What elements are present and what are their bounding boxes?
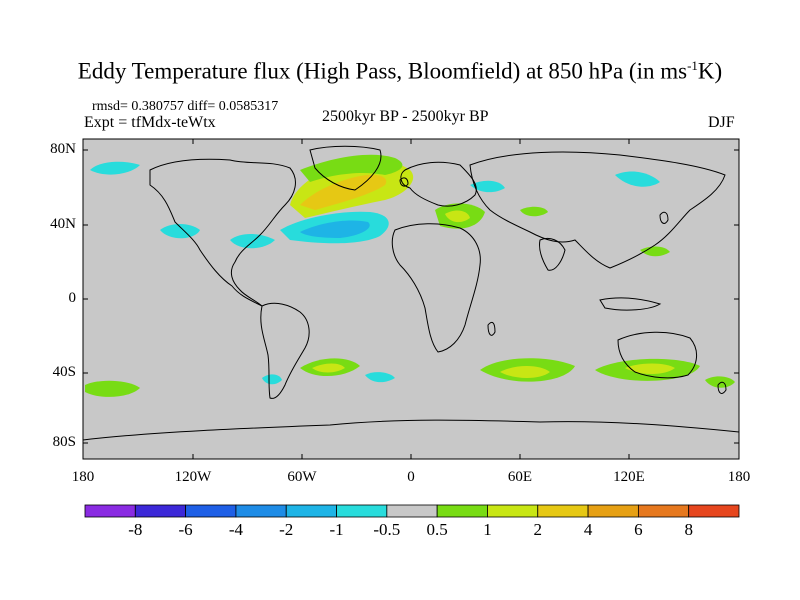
colorbar-label: 8: [684, 520, 693, 539]
greenland-coast: [309, 145, 382, 191]
asia-coast: [469, 151, 726, 269]
colorbar-label: -2: [279, 520, 294, 539]
british-isles-coast: [399, 177, 409, 187]
pacific-negative-patch: [160, 224, 200, 239]
australia-coast: [617, 331, 697, 379]
colorbar-label: -6: [178, 520, 193, 539]
lat-label: 40S: [52, 364, 76, 380]
lon-label: 60W: [287, 469, 317, 485]
colorbar-swatch: [487, 504, 539, 518]
eurasia-negative: [470, 180, 505, 193]
colorbar-swatch: [688, 504, 740, 518]
siberia-negative: [615, 171, 660, 187]
south-pacific-positive: [85, 380, 140, 397]
colorbar-label: 4: [583, 520, 593, 539]
north-atlantic-strong-negative-anomaly: [300, 220, 370, 238]
colorbar-label: -4: [228, 520, 243, 539]
south-atlantic-negative: [365, 372, 395, 383]
antarctica-coast: [82, 419, 740, 441]
lat-label: 40N: [50, 216, 76, 232]
lon-label: 180: [71, 469, 95, 485]
experiment-label: Expt = tfMdx-teWtx: [84, 114, 216, 131]
colorbar-swatch: [537, 504, 589, 518]
stats-label: rmsd= 0.380757 diff= 0.0585317: [92, 99, 279, 114]
south-pacific-east-positive: [705, 376, 735, 388]
lat-label: 0: [68, 290, 77, 306]
colorbar-label: 1: [483, 520, 492, 539]
india-coast: [539, 237, 566, 271]
tick-marks: [83, 139, 739, 459]
map-background: [82, 138, 740, 460]
colorbar-swatch: [587, 504, 639, 518]
colorbar-swatch: [436, 504, 488, 518]
period-label: 2500kyr BP - 2500kyr BP: [322, 108, 489, 125]
new-zealand-coast: [717, 381, 727, 394]
pacific-east-positive: [640, 246, 670, 257]
lon-label: 120W: [174, 469, 212, 485]
colorbar-label: -0.5: [373, 520, 401, 539]
lon-label: 120E: [613, 469, 645, 485]
colorbar-label: 0.5: [426, 520, 448, 539]
pacific-north-negative: [90, 161, 140, 175]
plot-title: Eddy Temperature flux (High Pass, Bloomf…: [77, 58, 723, 84]
coastlines: [82, 145, 740, 441]
indonesia-coast: [599, 297, 662, 311]
colorbar: [84, 504, 740, 518]
south-america-coast: [260, 302, 310, 399]
lon-label: 60E: [507, 469, 533, 485]
mediterranean-strong-anomaly: [445, 210, 470, 223]
lon-label: 0: [407, 469, 415, 485]
arctic-green-patch: [520, 206, 548, 217]
south-indian-core: [500, 366, 550, 378]
south-america-negative: [262, 374, 282, 385]
colorbar-swatch: [336, 504, 388, 518]
africa-coast: [391, 223, 481, 353]
europe-coast: [400, 161, 477, 207]
colorbar-swatch: [134, 504, 187, 518]
colorbar-swatch: [185, 504, 237, 518]
colorbar-swatch: [84, 504, 136, 518]
colorbar-swatch: [386, 504, 438, 518]
lat-label: 80S: [52, 434, 76, 450]
south-atlantic-core: [312, 363, 345, 373]
colorbar-label: -1: [329, 520, 344, 539]
japan-coast: [659, 211, 669, 224]
colorbar-swatch: [285, 504, 337, 518]
us-east-negative: [230, 234, 275, 249]
north-america-coast: [149, 158, 296, 307]
colorbar-swatch: [637, 504, 690, 518]
colorbar-swatch: [235, 504, 287, 518]
australia-south-core: [625, 363, 675, 374]
colorbar-label: 6: [634, 520, 643, 539]
colorbar-label: -8: [128, 520, 143, 539]
north-atlantic-strong-anomaly: [300, 174, 387, 210]
lon-label: 180: [727, 469, 751, 485]
season-label: DJF: [708, 114, 735, 131]
madagascar-coast: [487, 321, 496, 336]
north-atlantic-green-rim: [300, 154, 403, 182]
lat-label: 80N: [50, 141, 76, 157]
colorbar-label: 2: [533, 520, 543, 539]
